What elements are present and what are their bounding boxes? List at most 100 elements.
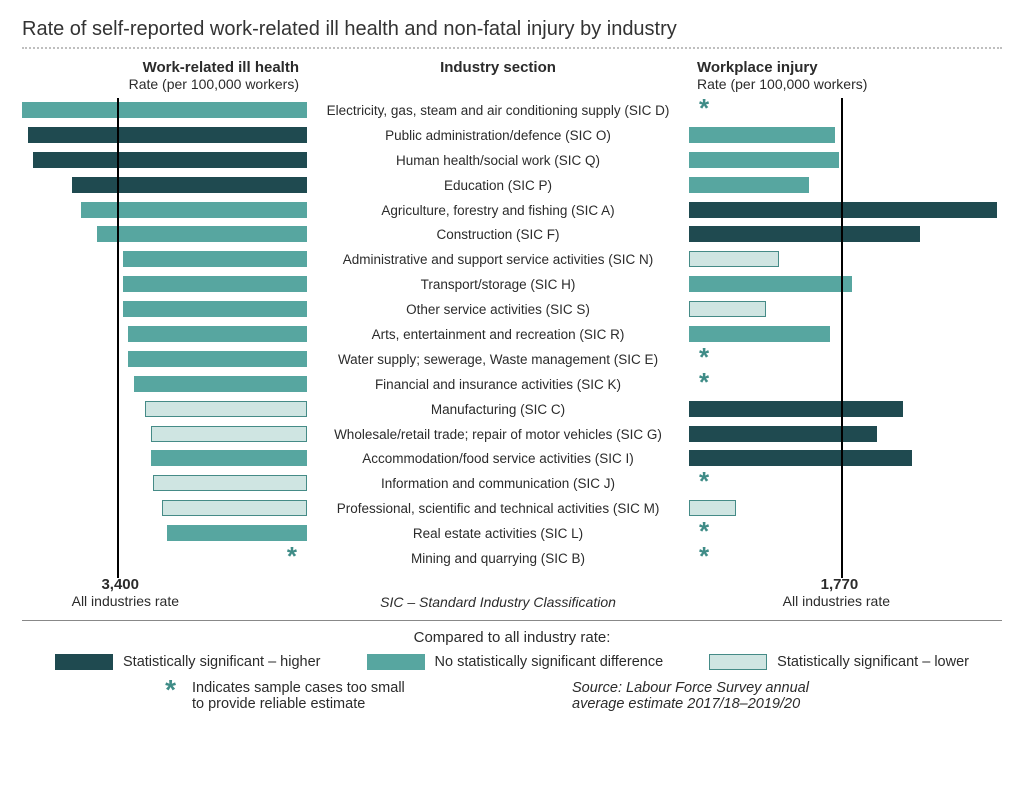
asterisk-icon: * [699,100,709,116]
mid-col-title: Industry section [307,59,689,76]
ill-health-bar [123,301,307,317]
ill-health-bar [128,351,307,367]
left-bar-row [22,397,307,422]
injury-bar [689,276,852,292]
ill-health-bar [123,276,307,292]
legend-swatch [709,654,767,670]
industry-label: Professional, scientific and technical a… [307,501,689,516]
industry-label: Public administration/defence (SIC O) [307,128,689,143]
right-ref-label: All industries rate [689,593,1006,609]
industry-row: Transport/storage (SIC H) [307,272,689,297]
right-bar-row [689,397,1006,422]
industry-row: Arts, entertainment and recreation (SIC … [307,322,689,347]
industry-row: Construction (SIC F) [307,222,689,247]
injury-bar [689,326,830,342]
injury-bar [689,152,839,168]
asterisk-icon: * [699,374,709,390]
left-bar-row [22,123,307,148]
industry-row: Other service activities (SIC S) [307,297,689,322]
asterisk-icon: * [699,523,709,539]
left-bar-row [22,322,307,347]
left-bar-row [22,521,307,546]
right-bar-row: * [689,98,1006,123]
right-bar-row: * [689,347,1006,372]
industry-label: Electricity, gas, steam and air conditio… [307,103,689,118]
industry-label: Arts, entertainment and recreation (SIC … [307,327,689,342]
ill-health-bar [167,525,307,541]
ill-health-bar [151,426,307,442]
right-bar-row [689,148,1006,173]
right-bar-row [689,446,1006,471]
industry-row: Real estate activities (SIC L) [307,521,689,546]
right-bar-row: * [689,546,1006,571]
asterisk-icon: * [699,349,709,365]
right-bar-row [689,322,1006,347]
injury-bar [689,401,903,417]
industry-row: Financial and insurance activities (SIC … [307,372,689,397]
ill-health-bar [134,376,307,392]
left-ref-label: All industries rate [22,593,307,609]
industry-label: Manufacturing (SIC C) [307,402,689,417]
right-bar-row: * [689,372,1006,397]
industry-row: Electricity, gas, steam and air conditio… [307,98,689,123]
industry-row: Agriculture, forestry and fishing (SIC A… [307,198,689,223]
left-reference-line [117,98,119,578]
ill-health-bar [28,127,307,143]
industry-row: Water supply; sewerage, Waste management… [307,347,689,372]
left-bar-row [22,272,307,297]
ill-health-bar [153,475,307,491]
ill-health-bar [145,401,307,417]
left-bar-row [22,496,307,521]
ill-health-bar [162,500,307,516]
right-bar-row [689,222,1006,247]
industry-label: Water supply; sewerage, Waste management… [307,352,689,367]
industry-label: Administrative and support service activ… [307,252,689,267]
injury-bar [689,127,835,143]
legend-item: Statistically significant – lower [709,654,969,670]
right-bar-row [689,123,1006,148]
asterisk-icon: * [699,473,709,489]
injury-bar [689,500,736,516]
industry-row: Public administration/defence (SIC O) [307,123,689,148]
left-bar-row [22,372,307,397]
right-col-title: Workplace injury [697,59,1006,76]
industry-row: Mining and quarrying (SIC B) [307,546,689,571]
industry-row: Information and communication (SIC J) [307,471,689,496]
asterisk-note: Indicates sample cases too smallto provi… [192,680,572,712]
source-text: Source: Labour Force Survey annualaverag… [572,680,992,712]
right-reference-line [841,98,843,578]
legend-swatch [367,654,425,670]
left-ref-value: 3,400 [22,576,307,593]
industry-label: Information and communication (SIC J) [307,476,689,491]
asterisk-icon: * [287,548,297,564]
left-bar-row [22,471,307,496]
ill-health-bar [151,450,307,466]
right-bar-row [689,272,1006,297]
injury-bar [689,226,920,242]
right-bar-row [689,173,1006,198]
legend-label: Statistically significant – lower [777,654,969,670]
right-col-sub: Rate (per 100,000 workers) [697,76,1006,92]
asterisk-icon: * [32,680,192,700]
injury-bar [689,426,877,442]
injury-bar [689,450,912,466]
industry-label: Other service activities (SIC S) [307,302,689,317]
industry-label: Mining and quarrying (SIC B) [307,551,689,566]
left-bar-row [22,347,307,372]
divider-solid [22,620,1002,621]
injury-bar [689,251,779,267]
sic-note: SIC – Standard Industry Classification [307,594,689,610]
right-bar-row [689,496,1006,521]
industry-label: Transport/storage (SIC H) [307,277,689,292]
ill-health-bar [97,226,307,242]
right-bar-row: * [689,521,1006,546]
legend: Statistically significant – higherNo sta… [22,654,1002,670]
injury-bar [689,177,809,193]
industry-label: Wholesale/retail trade; repair of motor … [307,427,689,442]
left-col-sub: Rate (per 100,000 workers) [22,76,299,92]
legend-label: No statistically significant difference [435,654,664,670]
legend-item: No statistically significant difference [367,654,664,670]
industry-row: Human health/social work (SIC Q) [307,148,689,173]
left-bar-row: * [22,546,307,571]
chart-title: Rate of self-reported work-related ill h… [22,18,1002,41]
